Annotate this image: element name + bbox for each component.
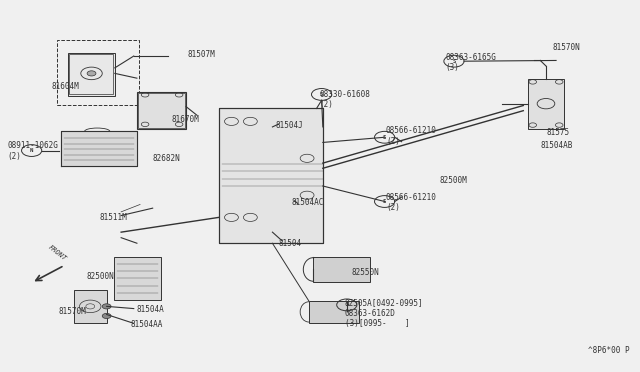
Bar [57,40,139,105]
Text: FRONT: FRONT [47,244,67,262]
Text: S: S [383,135,387,140]
Text: 81507M: 81507M [188,51,215,60]
Bar [113,257,161,301]
Text: ^8P6*00 P: ^8P6*00 P [588,346,629,355]
Text: 08566-61210
(2): 08566-61210 (2) [386,126,436,146]
Text: 81504: 81504 [279,239,302,248]
Text: 81575: 81575 [547,128,570,137]
Text: 81504AA: 81504AA [131,320,163,329]
Bar [137,92,186,129]
Bar [219,109,323,243]
Text: 08330-61608
(2): 08330-61608 (2) [320,90,371,109]
Text: 81604M: 81604M [52,82,79,91]
Bar [68,53,115,96]
Text: 81504A: 81504A [137,305,164,314]
Bar [61,131,137,166]
Text: 82550N: 82550N [351,268,379,277]
Text: 08363-6165G
(3): 08363-6165G (3) [446,52,497,72]
Text: 82682N: 82682N [153,154,180,163]
Bar [219,109,323,243]
Bar [138,93,185,128]
Text: 81570N: 81570N [553,43,580,52]
Circle shape [102,304,111,309]
Text: 08566-61210
(2): 08566-61210 (2) [386,193,436,212]
Bar [528,79,564,129]
Text: S: S [345,302,348,307]
Bar [70,54,113,94]
Text: 81670M: 81670M [172,115,199,124]
Bar [314,257,370,282]
Text: 82505A[0492-0995]
08363-6162D
(3)[0995-    ]: 82505A[0492-0995] 08363-6162D (3)[0995- … [345,298,424,328]
Text: S: S [383,199,387,204]
Circle shape [102,313,111,318]
Text: 82500M: 82500M [440,176,467,185]
Polygon shape [61,131,137,166]
Text: 81511M: 81511M [99,213,127,222]
Text: S: S [320,92,323,97]
Text: 81570M: 81570M [58,307,86,316]
Text: 08911-1062G
(2): 08911-1062G (2) [8,141,59,161]
Text: 81504J: 81504J [276,121,303,129]
Bar [74,290,107,323]
Text: 81504AC: 81504AC [291,198,324,207]
Bar [309,301,360,323]
Text: S: S [452,59,456,64]
Text: 81504AB: 81504AB [540,141,573,150]
Text: 82500N: 82500N [86,272,114,281]
Text: N: N [30,148,33,153]
Circle shape [87,71,96,76]
